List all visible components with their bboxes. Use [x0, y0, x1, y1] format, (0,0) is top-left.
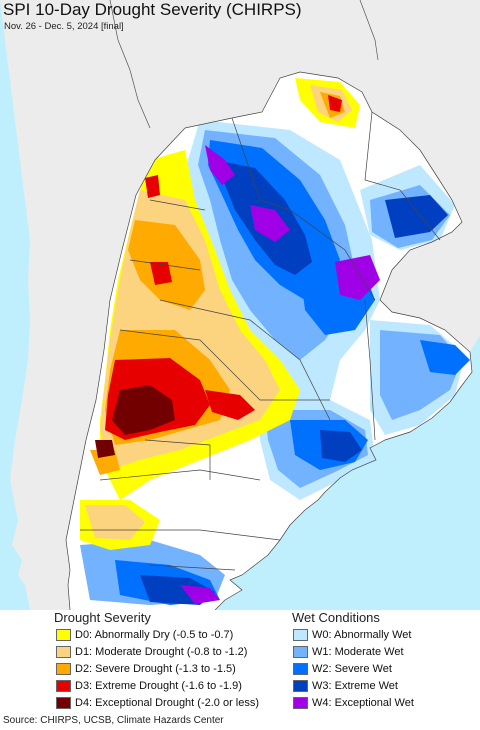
legend-item-d2: D2: Severe Drought (-1.3 to -1.5) — [56, 661, 236, 676]
legend-item-w4: W4: Exceptional Wet — [293, 695, 414, 710]
legend-label: W1: Moderate Wet — [312, 645, 404, 658]
legend-item-w3: W3: Extreme Wet — [293, 678, 398, 693]
legend: Drought Severity Wet Conditions D0: Abno… — [0, 610, 480, 710]
d3-swatch — [56, 679, 71, 692]
legend-label: W3: Extreme Wet — [312, 679, 398, 692]
w3-swatch — [293, 679, 308, 692]
legend-item-d4: D4: Exceptional Drought (-2.0 or less) — [56, 695, 259, 710]
legend-label: W0: Abnormally Wet — [312, 628, 412, 641]
d2-swatch — [56, 662, 71, 675]
legend-label: D0: Abnormally Dry (-0.5 to -0.7) — [75, 628, 234, 641]
legend-item-w1: W1: Moderate Wet — [293, 644, 404, 659]
d0-swatch — [56, 628, 71, 641]
legend-item-d0: D0: Abnormally Dry (-0.5 to -0.7) — [56, 627, 233, 642]
legend-item-d3: D3: Extreme Drought (-1.6 to -1.9) — [56, 678, 242, 693]
drought-map — [0, 0, 480, 610]
legend-item-w0: W0: Abnormally Wet — [293, 627, 411, 642]
legend-label: D1: Moderate Drought (-0.8 to -1.2) — [75, 645, 248, 658]
map-subtitle: Nov. 26 - Dec. 5, 2024 [final] — [4, 21, 124, 32]
legend-item-w2: W2: Severe Wet — [293, 661, 392, 676]
drought-legend-heading: Drought Severity — [54, 610, 151, 625]
legend-item-d1: D1: Moderate Drought (-0.8 to -1.2) — [56, 644, 247, 659]
source-credit: Source: CHIRPS, UCSB, Climate Hazards Ce… — [3, 715, 224, 726]
outside-land-west — [0, 0, 480, 610]
legend-label: D3: Extreme Drought (-1.6 to -1.9) — [75, 679, 242, 692]
legend-label: D4: Exceptional Drought (-2.0 or less) — [75, 696, 260, 709]
d4-swatch — [56, 696, 71, 709]
w1-swatch — [293, 645, 308, 658]
w0-swatch — [293, 628, 308, 641]
wet-legend-heading: Wet Conditions — [292, 610, 380, 625]
map-title: SPI 10-Day Drought Severity (CHIRPS) — [3, 0, 302, 19]
legend-label: W4: Exceptional Wet — [312, 696, 414, 709]
legend-label: W2: Severe Wet — [312, 662, 392, 675]
province-borders — [65, 71, 473, 610]
outside-land-brazil — [380, 222, 480, 352]
legend-label: D2: Severe Drought (-1.3 to -1.5) — [75, 662, 236, 675]
w4-swatch — [293, 696, 308, 709]
d1-swatch — [56, 645, 71, 658]
w2-swatch — [293, 662, 308, 675]
